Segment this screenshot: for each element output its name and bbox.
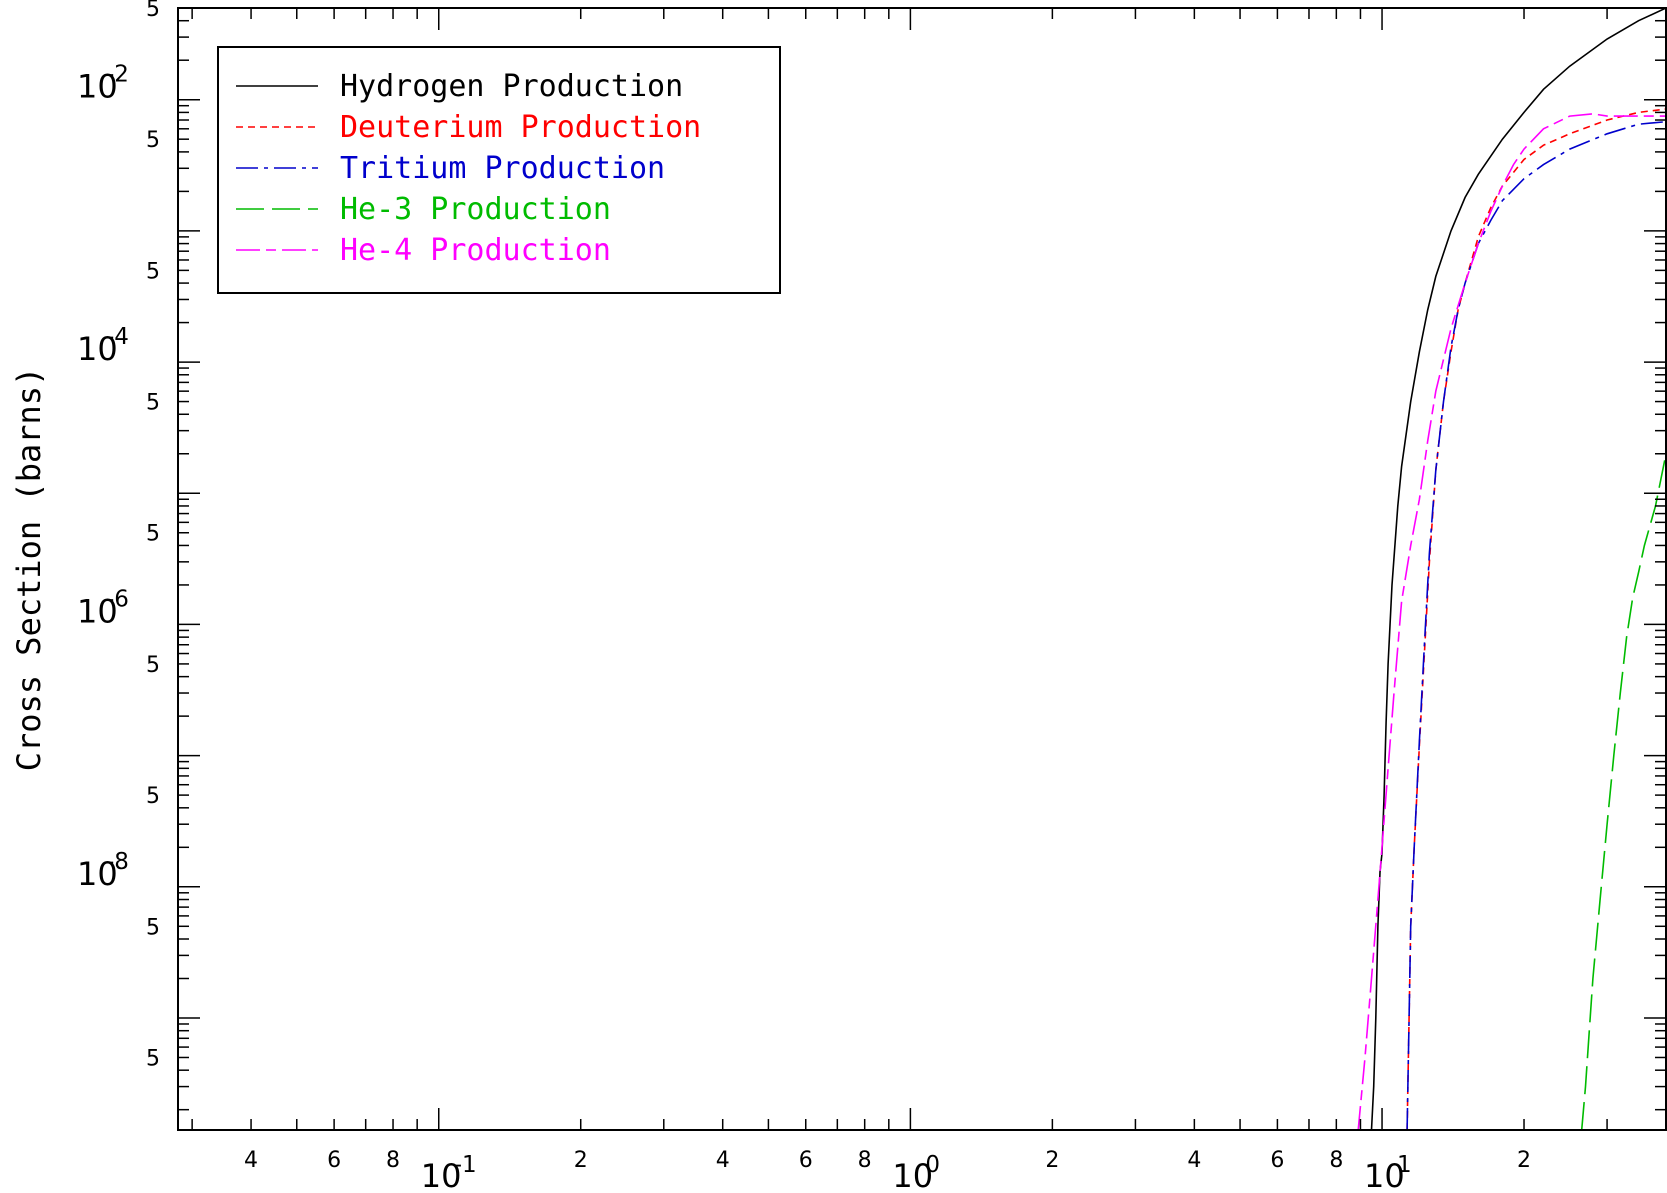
x-tick-label: 4 — [716, 1148, 730, 1173]
y-tick-label: 5 — [146, 784, 160, 809]
x-major-tick-base: 10 — [1364, 1157, 1405, 1193]
x-tick-label: 6 — [327, 1148, 341, 1173]
y-tick-label: 5 — [146, 259, 160, 284]
legend-entry-label: He-3 Production — [340, 192, 611, 227]
x-tick-label: 4 — [244, 1148, 258, 1173]
plot-frame — [177, 7, 1667, 1131]
y-major-tick-base: 10 — [77, 330, 118, 368]
y-tick-label: 5 — [146, 653, 160, 678]
y-tick-label: 5 — [146, 915, 160, 940]
x-major-tick-base: 10 — [421, 1157, 462, 1193]
curves-layer — [1357, 8, 1666, 1130]
series-5-line — [1357, 112, 1666, 1130]
y-tick-label: 5 — [146, 1046, 160, 1071]
y-tick-label: 5 — [146, 522, 160, 547]
y-major-tick-exponent: -8 — [106, 849, 129, 875]
y-major-tick-exponent: -2 — [106, 62, 129, 88]
y-tick-label: 5 — [146, 391, 160, 416]
y-major-tick-base: 10 — [77, 592, 118, 630]
x-tick-label: 6 — [799, 1148, 813, 1173]
legend-entry-label: Hydrogen Production — [340, 69, 683, 104]
x-major-tick-exponent: 0 — [925, 1152, 940, 1178]
series-1-line — [1370, 8, 1666, 1130]
legend: Hydrogen Production Deuterium Production T… — [217, 46, 781, 294]
legend-box — [217, 46, 781, 294]
series-4-line — [1580, 453, 1666, 1130]
x-tick-label: 4 — [1187, 1148, 1201, 1173]
legend-entry-label: Tritium Production — [340, 151, 665, 186]
y-tick-label: 5 — [146, 128, 160, 153]
x-major-tick-exponent: -1 — [454, 1152, 477, 1178]
y-major-tick-exponent: -4 — [106, 324, 129, 350]
x-major-tick-exponent: 1 — [1397, 1152, 1412, 1178]
x-tick-label: 8 — [858, 1148, 872, 1173]
x-tick-label: 2 — [1045, 1148, 1059, 1173]
x-tick-label: 8 — [1329, 1148, 1343, 1173]
x-tick-label: 2 — [1517, 1148, 1531, 1173]
x-major-tick-base: 10 — [892, 1157, 933, 1193]
x-tick-label: 6 — [1270, 1148, 1284, 1173]
legend-entry-label: He-4 Production — [340, 233, 611, 268]
series-2-line — [1406, 108, 1666, 1130]
y-major-tick-base: 10 — [77, 68, 118, 106]
x-axis: 4 6 8 2 4 6 8 2 4 6 8 210-1 100 101 — [191, 8, 1667, 1193]
x-tick-label: 2 — [574, 1148, 588, 1173]
x-tick-label: 8 — [386, 1148, 400, 1173]
y-major-tick-base: 10 — [77, 855, 118, 893]
series-3-line — [1406, 120, 1666, 1130]
y-axis-title: Cross Section (barns) — [10, 367, 48, 772]
y-tick-label: 5 — [146, 0, 160, 22]
y-major-tick-exponent: -6 — [106, 586, 129, 612]
legend-entry-label: Deuterium Production — [340, 110, 701, 145]
